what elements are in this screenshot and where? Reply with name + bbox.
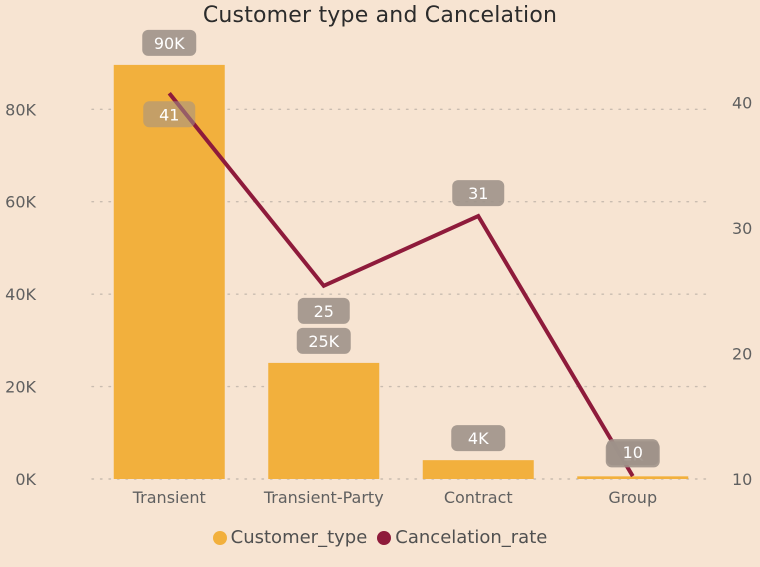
y-left-tick-label: 40K xyxy=(5,285,36,304)
legend: Customer_type Cancelation_rate xyxy=(0,527,760,548)
y-right-tick-label: 30 xyxy=(732,219,752,238)
legend-item-customer-type[interactable]: Customer_type xyxy=(212,527,368,548)
y-left-tick-label: 60K xyxy=(5,193,36,212)
bar-data-label-bg xyxy=(142,29,197,56)
line-data-label-bg xyxy=(143,101,196,128)
bar-data-label-bg xyxy=(451,425,506,452)
line-series xyxy=(167,92,635,478)
bar-data-label: 90K xyxy=(154,34,185,53)
y-right-tick-label: 40 xyxy=(732,94,752,113)
bar xyxy=(577,476,689,479)
line-data-label: 10 xyxy=(623,443,643,462)
line-data-label-bg xyxy=(606,439,659,466)
legend-label-customer-type: Customer_type xyxy=(230,527,368,548)
y-left-tick-label: 20K xyxy=(5,378,36,397)
x-tick-label: Contract xyxy=(444,488,513,507)
bar-data-label: 25K xyxy=(308,332,339,351)
bar xyxy=(268,362,380,479)
chart-title: Customer type and Cancelation xyxy=(202,3,558,28)
x-tick-label: Group xyxy=(608,488,657,507)
y-right-tick-label: 20 xyxy=(732,345,752,364)
line-data-label: 25 xyxy=(314,302,334,321)
line-data-label-bg xyxy=(452,180,505,207)
line-data-label-bg xyxy=(297,297,350,324)
y-left-tick-label: 80K xyxy=(5,100,36,119)
y-right-tick-label: 10 xyxy=(732,470,752,489)
x-tick-label: Transient-Party xyxy=(263,488,384,507)
bar xyxy=(422,460,534,479)
line-data-label: 41 xyxy=(159,105,179,124)
legend-item-cancelation-rate[interactable]: Cancelation_rate xyxy=(377,527,547,548)
legend-swatch-cancelation-rate xyxy=(377,530,392,545)
bar xyxy=(113,64,225,479)
y-left-tick-label: 0K xyxy=(15,470,36,489)
bar-data-label: 4K xyxy=(468,429,489,448)
line-data-label: 31 xyxy=(468,184,488,203)
bar-data-label-bg xyxy=(296,327,351,354)
legend-swatch-customer-type xyxy=(212,530,227,545)
x-tick-label: Transient xyxy=(132,488,206,507)
legend-label-cancelation-rate: Cancelation_rate xyxy=(395,527,548,548)
